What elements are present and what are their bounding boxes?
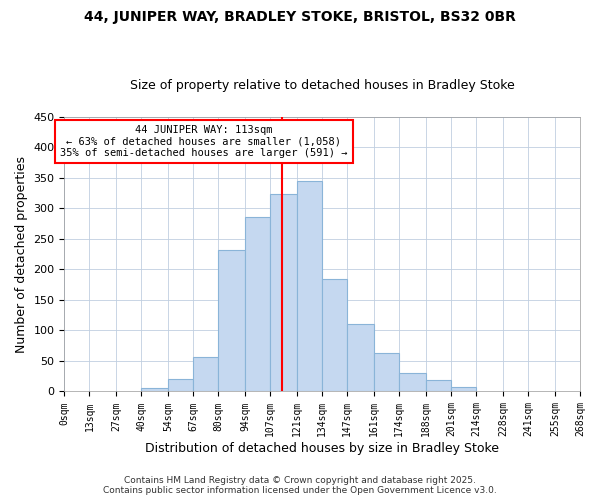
- Bar: [347, 324, 374, 392]
- Bar: [426, 380, 451, 392]
- Title: Size of property relative to detached houses in Bradley Stoke: Size of property relative to detached ho…: [130, 79, 515, 92]
- Text: 44 JUNIPER WAY: 113sqm
← 63% of detached houses are smaller (1,058)
35% of semi-: 44 JUNIPER WAY: 113sqm ← 63% of detached…: [60, 125, 347, 158]
- Bar: [193, 356, 218, 392]
- Bar: [451, 386, 476, 392]
- Bar: [399, 373, 426, 392]
- Bar: [142, 388, 168, 392]
- Text: Contains HM Land Registry data © Crown copyright and database right 2025.
Contai: Contains HM Land Registry data © Crown c…: [103, 476, 497, 495]
- Bar: [245, 218, 270, 392]
- Bar: [322, 279, 347, 392]
- Bar: [297, 181, 322, 392]
- Bar: [168, 380, 193, 392]
- Y-axis label: Number of detached properties: Number of detached properties: [15, 156, 28, 352]
- X-axis label: Distribution of detached houses by size in Bradley Stoke: Distribution of detached houses by size …: [145, 442, 499, 455]
- Bar: [270, 194, 297, 392]
- Bar: [374, 353, 399, 392]
- Text: 44, JUNIPER WAY, BRADLEY STOKE, BRISTOL, BS32 0BR: 44, JUNIPER WAY, BRADLEY STOKE, BRISTOL,…: [84, 10, 516, 24]
- Bar: [218, 250, 245, 392]
